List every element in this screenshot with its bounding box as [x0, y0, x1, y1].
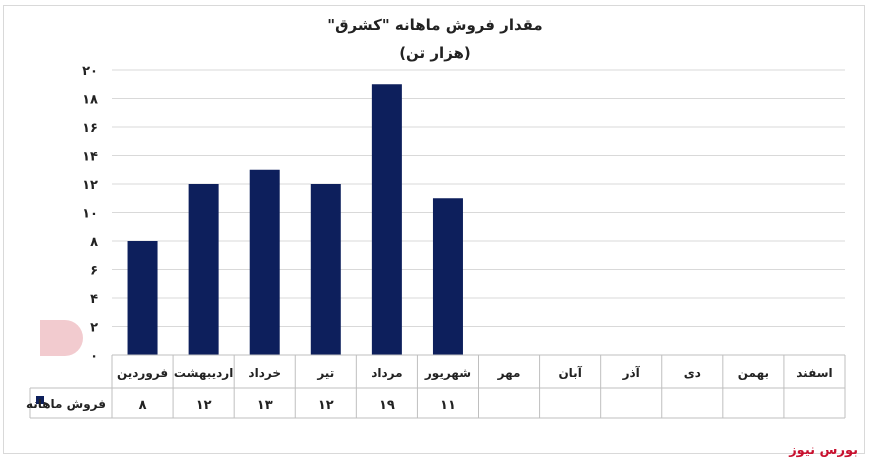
y-tick-label: ۱۲ — [82, 178, 98, 193]
bar — [188, 184, 219, 355]
y-tick-label: ۱۸ — [82, 93, 98, 108]
y-tick-label: ۲۰ — [82, 64, 98, 79]
x-tick-label: مهر — [497, 366, 521, 380]
chart-subtitle: (هزار تن) — [399, 44, 471, 62]
x-tick-label: فروردین — [117, 366, 168, 381]
logo-mark — [40, 320, 83, 356]
y-tick-label: ۱۴ — [82, 150, 98, 165]
data-label: ۱۹ — [379, 398, 395, 413]
y-tick-label: ۰ — [90, 349, 98, 364]
legend-swatch — [36, 396, 44, 404]
bar — [432, 198, 463, 355]
bar — [127, 241, 158, 355]
chart-title: مقدار فروش ماهانه "کشرق" — [327, 16, 543, 34]
data-label: ۱۲ — [318, 398, 334, 413]
bar — [371, 84, 402, 355]
x-tick-label: تیر — [316, 366, 334, 380]
x-tick-label: آذر — [622, 365, 641, 380]
y-tick-label: ۲ — [90, 321, 98, 336]
x-tick-label: اردیبهشت — [174, 366, 233, 380]
x-tick-label: دی — [684, 366, 701, 380]
y-tick-label: ۱۶ — [82, 121, 98, 136]
x-tick-label: شهریور — [424, 366, 471, 381]
y-tick-label: ۱۰ — [82, 207, 98, 222]
data-label: ۸ — [139, 398, 147, 413]
x-tick-label: آبان — [558, 365, 582, 380]
source-watermark: بورس نیوز — [789, 443, 858, 458]
y-tick-label: ۶ — [90, 264, 98, 279]
bar — [249, 169, 280, 355]
y-tick-label: ۸ — [90, 235, 98, 250]
y-tick-label: ۴ — [90, 292, 98, 307]
data-label: ۱۲ — [196, 398, 212, 413]
x-tick-label: بهمن — [738, 366, 769, 380]
bar — [310, 184, 341, 355]
data-label: ۱۳ — [257, 398, 273, 413]
x-tick-label: خرداد — [248, 366, 281, 380]
x-tick-label: مرداد — [371, 366, 402, 380]
x-tick-label: اسفند — [796, 366, 832, 380]
legend-label: فروش ماهانه — [26, 397, 106, 412]
data-label: ۱۱ — [440, 398, 456, 413]
